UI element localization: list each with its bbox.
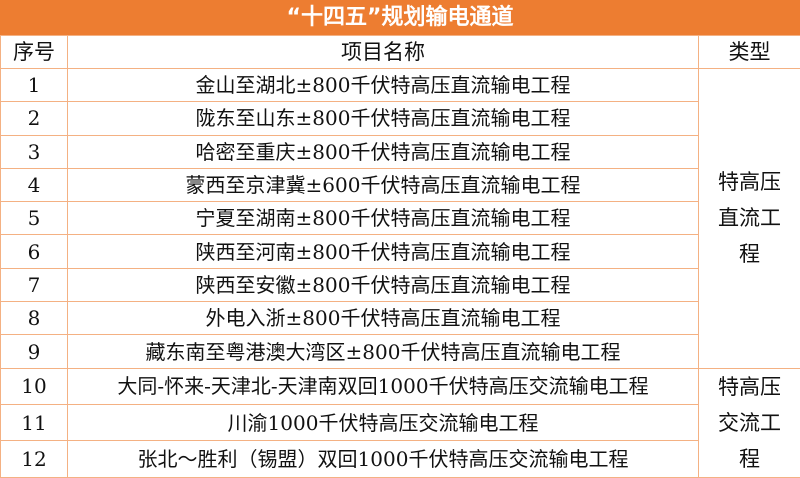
row-name: 金山至湖北±800千伏特高压直流输电工程 <box>68 69 699 102</box>
header-row: 序号 项目名称 类型 <box>1 36 800 69</box>
type-ac: 特高压交流工程 <box>699 368 800 477</box>
header-type: 类型 <box>699 36 800 69</box>
row-name: 陇东至山东±800千伏特高压直流输电工程 <box>68 102 699 135</box>
row-index: 1 <box>1 69 68 102</box>
row-name: 蒙西至京津冀±600千伏特高压直流输电工程 <box>68 168 699 201</box>
row-name: 藏东南至粤港澳大湾区±800千伏特高压直流输电工程 <box>68 335 699 368</box>
row-index: 11 <box>1 405 68 441</box>
row-name: 张北～胜利（锡盟）双回1000千伏特高压交流输电工程 <box>68 441 699 477</box>
header-name: 项目名称 <box>68 36 699 69</box>
row-name: 大同-怀来-天津北-天津南双回1000千伏特高压交流输电工程 <box>68 368 699 404</box>
row-index: 8 <box>1 302 68 335</box>
row-index: 6 <box>1 235 68 268</box>
type-dc: 特高压直流工程 <box>699 69 800 369</box>
row-index: 3 <box>1 135 68 168</box>
row-index: 9 <box>1 335 68 368</box>
row-name: 外电入浙±800千伏特高压直流输电工程 <box>68 302 699 335</box>
row-index: 2 <box>1 102 68 135</box>
row-name: 宁夏至湖南±800千伏特高压直流输电工程 <box>68 202 699 235</box>
row-name: 哈密至重庆±800千伏特高压直流输电工程 <box>68 135 699 168</box>
row-index: 10 <box>1 368 68 404</box>
row-name: 陕西至安徽±800千伏特高压直流输电工程 <box>68 268 699 301</box>
row-name: 陕西至河南±800千伏特高压直流输电工程 <box>68 235 699 268</box>
row-index: 7 <box>1 268 68 301</box>
row-index: 12 <box>1 441 68 477</box>
header-index: 序号 <box>1 36 68 69</box>
row-index: 4 <box>1 168 68 201</box>
row-name: 川渝1000千伏特高压交流输电工程 <box>68 405 699 441</box>
table-title: “十四五”规划输电通道 <box>0 0 800 35</box>
row-index: 5 <box>1 202 68 235</box>
